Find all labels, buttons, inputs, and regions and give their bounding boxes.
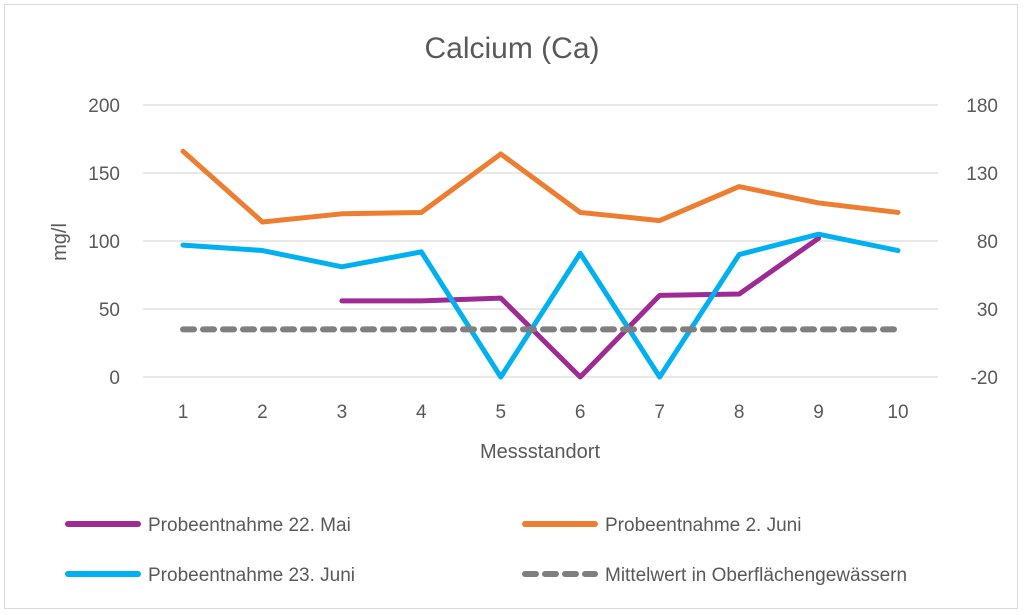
y-tick-label: 150 [88,164,120,185]
y2-tick-label: 130 [966,164,998,185]
x-axis-labels: 1 2 3 4 5 6 7 8 9 10 [178,402,909,423]
gridlines [143,104,938,378]
y-tick-label: 200 [88,96,120,117]
legend-label-3: Mittelwert in Oberflächengewässern [605,565,907,586]
x-tick-label: 2 [257,402,268,423]
x-tick-label: 9 [813,402,824,423]
chart-frame [4,4,1018,609]
y-tick-label: 50 [99,300,120,321]
series-line-0 [339,235,822,380]
x-tick-label: 1 [178,402,189,423]
legend: Probeentnahme 22. Mai Probeentnahme 2. Ju… [65,515,907,586]
y-tick-label: 0 [109,368,120,389]
x-tick-label: 5 [495,402,506,423]
y2-tick-label: 180 [966,96,998,117]
legend-label-2: Probeentnahme 23. Juni [148,565,355,586]
x-tick-label: 4 [416,402,427,423]
y2-axis-labels: -20 30 80 130 180 [966,96,998,389]
legend-label-1: Probeentnahme 2. Juni [605,515,801,536]
series-line-1 [180,148,901,225]
x-tick-label: 7 [654,402,665,423]
series-lines [180,148,901,380]
series-line-2 [180,231,901,380]
y-axis-labels: 0 50 100 150 200 [88,96,120,389]
y-tick-label: 100 [88,232,120,253]
y2-tick-label: 80 [977,232,998,253]
x-tick-label: 6 [575,402,586,423]
chart-title: Calcium (Ca) [424,32,599,65]
legend-label-0: Probeentnahme 22. Mai [148,515,351,536]
x-tick-label: 8 [734,402,745,423]
x-tick-label: 3 [337,402,348,423]
x-axis-title: Messstandort [480,441,600,463]
y2-tick-label: -20 [971,368,998,389]
y-axis-title: mg/l [49,223,71,261]
y2-tick-label: 30 [977,300,998,321]
x-tick-label: 10 [887,402,908,423]
